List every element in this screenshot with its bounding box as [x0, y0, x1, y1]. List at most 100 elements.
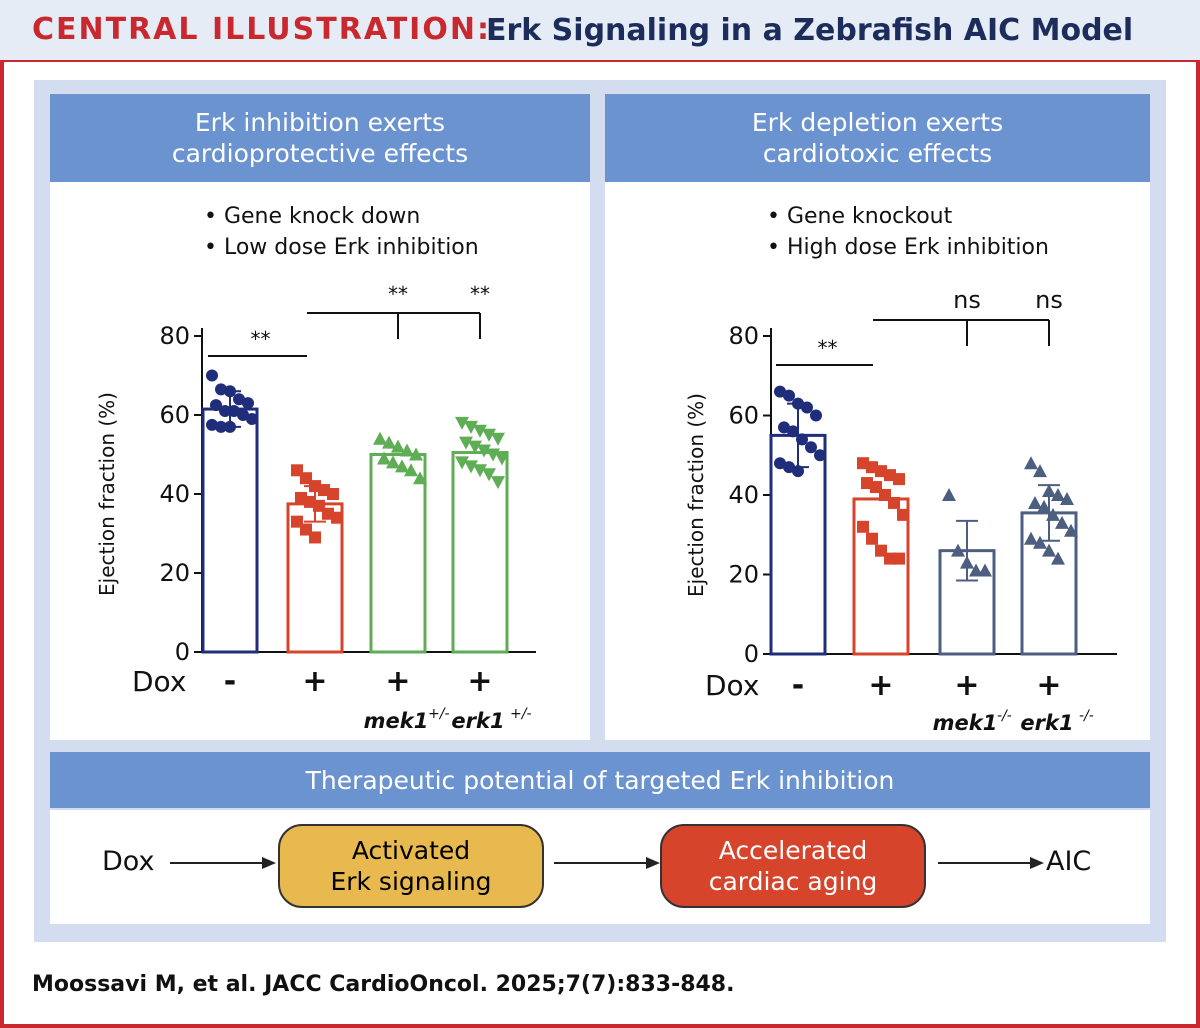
data-point	[495, 452, 509, 466]
data-point	[774, 385, 786, 398]
data-point	[1046, 507, 1060, 521]
cardiac-aging-box: Accelerated cardiac aging	[660, 824, 926, 908]
y-tick-label: 80	[159, 322, 190, 350]
data-point	[491, 432, 505, 446]
data-point	[893, 552, 905, 565]
left-bullet-2: • Low dose Erk inhibition	[204, 235, 479, 260]
data-point	[805, 441, 817, 454]
left-panel: Erk inhibition exerts cardioprotective ef…	[50, 94, 590, 740]
data-point	[459, 436, 473, 450]
data-point	[792, 465, 804, 478]
data-point	[455, 416, 469, 430]
therapeutic-title: Therapeutic potential of targeted Erk in…	[50, 752, 1150, 808]
data-point	[309, 531, 321, 544]
data-point	[1033, 535, 1047, 549]
flow-aic: AIC	[1046, 846, 1092, 877]
data-point	[491, 476, 505, 490]
data-point	[1042, 543, 1056, 557]
data-point	[215, 420, 227, 433]
data-point	[215, 383, 227, 396]
data-point	[409, 447, 423, 461]
genotype-superscript: -/-	[1079, 708, 1094, 724]
header-title: Erk Signaling in a Zebrafish AIC Model	[486, 13, 1134, 48]
data-point	[413, 471, 427, 485]
data-point	[246, 412, 258, 425]
significance-label: **	[470, 282, 490, 306]
data-point	[866, 532, 878, 545]
data-point	[942, 488, 956, 501]
data-point	[1051, 551, 1065, 565]
left-bullets: • Gene knock down • Low dose Erk inhibit…	[204, 201, 479, 263]
activated-erk-box: Activated Erk signaling	[278, 824, 544, 908]
dox-row-label: Dox	[132, 665, 186, 698]
data-point	[814, 449, 826, 462]
data-point	[960, 555, 974, 569]
left-title-line1: Erk inhibition exerts	[194, 108, 446, 137]
genotype-label: erk1	[451, 709, 504, 733]
dox-category-label: +	[385, 664, 410, 699]
data-point	[373, 431, 387, 445]
data-point	[233, 393, 245, 406]
dox-row-label: Dox	[705, 669, 759, 702]
genotype-superscript: +/-	[510, 706, 532, 722]
data-point	[473, 424, 487, 438]
bar	[451, 451, 509, 654]
left-panel-title: Erk inhibition exerts cardioprotective ef…	[50, 94, 590, 182]
data-point	[1055, 515, 1069, 529]
y-axis-label: Ejection fraction (%)	[95, 392, 119, 596]
data-point	[951, 543, 965, 557]
data-point	[391, 439, 405, 453]
y-tick-label: 20	[159, 559, 190, 587]
right-title-line2: cardiotoxic effects	[762, 139, 993, 168]
data-point	[1024, 456, 1038, 470]
box1-line2: Erk signaling	[330, 867, 492, 896]
data-point	[404, 463, 418, 477]
box2-line1: Accelerated	[718, 836, 868, 865]
box2-line2: cardiac aging	[708, 867, 878, 896]
data-point	[242, 397, 254, 410]
significance-label: **	[251, 327, 271, 351]
bar	[369, 453, 427, 654]
data-point	[893, 473, 905, 486]
data-point	[978, 563, 992, 577]
data-point	[482, 468, 496, 482]
data-point	[787, 425, 799, 438]
data-point	[1064, 523, 1078, 537]
data-point	[774, 457, 786, 470]
data-point	[486, 448, 500, 462]
bar	[201, 407, 259, 654]
data-point	[482, 428, 496, 442]
flow-dox: Dox	[102, 846, 155, 877]
box1-line1: Activated	[351, 836, 471, 865]
data-point	[857, 520, 869, 533]
data-point	[206, 369, 218, 382]
data-point	[1042, 484, 1056, 498]
data-point	[224, 420, 236, 433]
y-tick-label: 0	[175, 638, 190, 666]
genotype-label: mek1	[364, 709, 429, 733]
data-point	[377, 451, 391, 465]
y-tick-label: 0	[744, 640, 759, 668]
left-bullet-1: • Gene knock down	[204, 204, 421, 229]
data-point	[464, 420, 478, 434]
significance-label: **	[388, 282, 408, 306]
data-point	[477, 444, 491, 458]
data-point	[468, 440, 482, 454]
significance-label: **	[818, 336, 838, 360]
data-point	[206, 418, 218, 431]
data-point	[464, 460, 478, 474]
genotype-superscript: -/-	[997, 708, 1012, 724]
dox-category-label: +	[868, 668, 893, 703]
dox-category-label: +	[467, 664, 492, 699]
data-point	[400, 443, 414, 457]
data-point	[210, 399, 222, 412]
y-tick-label: 40	[159, 480, 190, 508]
right-bullet-2: • High dose Erk inhibition	[767, 235, 1049, 260]
data-point	[224, 385, 236, 398]
arrow-icon	[554, 857, 660, 869]
data-point	[473, 464, 487, 478]
genotype-superscript: +/-	[428, 706, 450, 722]
data-point	[783, 461, 795, 474]
